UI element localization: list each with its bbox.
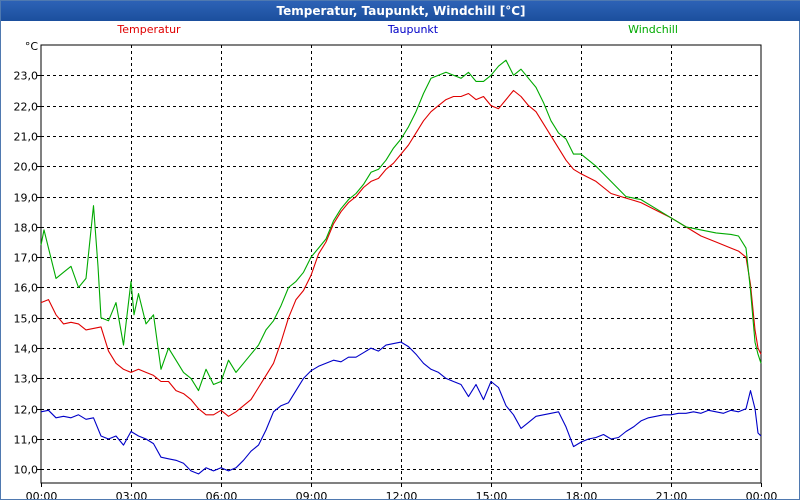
legend: Temperatur Taupunkt Windchill [116,23,678,36]
legend-entry-taupunkt: Taupunkt [387,23,439,36]
axes: 10,0 11,0 12,0 13,0 14,0 15,0 16,0 17,0 18,0 19,0… [14,40,778,499]
y-tick-label: 13,0 [14,373,39,386]
x-tick-label-time: 18:00 [566,490,598,499]
y-tick-label: 21,0 [14,131,39,144]
y-tick-label: 18,0 [14,222,39,235]
y-tick-label: 23,0 [14,70,39,83]
x-tick-label-time: 12:00 [386,490,418,499]
y-tick-label: 12,0 [14,404,39,417]
x-tick-label-time: 00:00 [26,490,58,499]
y-tick-label: 22,0 [14,101,39,114]
y-tick-label: 20,0 [14,161,39,174]
window-title: Temperatur, Taupunkt, Windchill [°C] [1,1,800,21]
y-tick-label: 10,0 [14,464,39,477]
y-tick-label: 11,0 [14,434,39,447]
legend-entry-temperatur: Temperatur [116,23,181,36]
x-tick-label-time: 09:00 [296,490,328,499]
series-line-temperatur [40,89,762,417]
series-line-windchill [40,59,762,392]
x-tick-label-time: 15:00 [476,490,508,499]
x-tick-label-time: 03:00 [116,490,148,499]
chart-svg: 10,0 11,0 12,0 13,0 14,0 15,0 16,0 17,0 18,0 19,0… [14,23,778,499]
x-tick-label-time: 21:00 [656,490,688,499]
y-tick-label: 16,0 [14,282,39,295]
y-tick-label: 17,0 [14,252,39,265]
y-tick-label: 19,0 [14,192,39,205]
series-lines [40,59,762,475]
x-tick-label-time: 06:00 [206,490,238,499]
x-tick-label-time: 00:00 [746,490,778,499]
grid [41,45,761,483]
y-tick-label: 15,0 [14,313,39,326]
y-tick-label: 14,0 [14,343,39,356]
legend-entry-windchill: Windchill [628,23,678,36]
series-line-taupunkt [40,341,762,475]
y-axis-unit: °C [25,40,39,53]
